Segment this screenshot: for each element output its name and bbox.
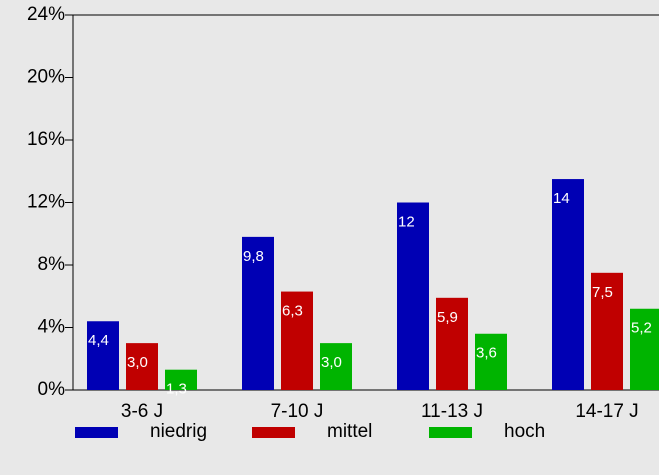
bar bbox=[87, 321, 119, 390]
bar bbox=[436, 297, 468, 390]
legend-label: hoch bbox=[504, 421, 545, 442]
legend-swatch bbox=[429, 427, 472, 438]
bar bbox=[591, 272, 623, 390]
x-tick-label: 3-6 J bbox=[121, 401, 163, 422]
y-tick-label: 0% bbox=[38, 379, 66, 400]
value-label: 3,0 bbox=[127, 354, 148, 371]
value-label: 14 bbox=[553, 190, 570, 207]
y-tick-label: 16% bbox=[27, 129, 65, 150]
bar bbox=[630, 308, 659, 390]
value-label: 6,3 bbox=[282, 303, 303, 320]
value-label: 5,2 bbox=[631, 320, 652, 337]
legend-label: niedrig bbox=[150, 421, 207, 442]
x-tick-label: 7-10 J bbox=[271, 401, 324, 422]
value-label: 3,0 bbox=[321, 354, 342, 371]
value-label: 7,5 bbox=[592, 284, 613, 301]
bar bbox=[552, 179, 584, 390]
y-tick-label: 12% bbox=[27, 192, 65, 213]
legend-swatch bbox=[75, 427, 118, 438]
value-label: 4,4 bbox=[88, 332, 109, 349]
bar bbox=[242, 236, 274, 390]
y-tick-label: 4% bbox=[38, 317, 66, 338]
value-label: 9,8 bbox=[243, 248, 264, 265]
x-tick-label: 11-13 J bbox=[421, 401, 483, 422]
bar bbox=[165, 369, 197, 390]
legend-swatch bbox=[252, 427, 295, 438]
bar bbox=[126, 343, 158, 390]
y-tick-label: 8% bbox=[38, 254, 66, 275]
legend-label: mittel bbox=[327, 421, 372, 442]
value-label: 3,6 bbox=[476, 345, 497, 362]
x-tick-label: 14-17 J bbox=[575, 401, 638, 422]
bar bbox=[281, 291, 313, 390]
value-label: 12 bbox=[398, 213, 415, 230]
bar bbox=[320, 343, 352, 390]
bar bbox=[475, 333, 507, 390]
y-tick-label: 20% bbox=[27, 67, 65, 88]
y-tick-label: 24% bbox=[27, 4, 65, 25]
value-label: 5,9 bbox=[437, 309, 458, 326]
bar bbox=[397, 202, 429, 390]
value-label: 1,3 bbox=[166, 381, 187, 398]
